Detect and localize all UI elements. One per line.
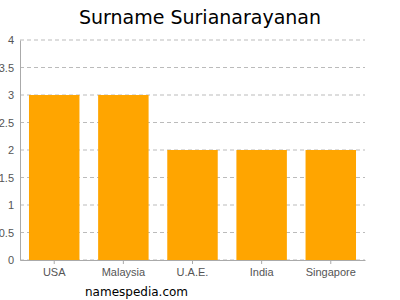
chart: 0 0.5 1 1.5 2 2.5 3 3.5 4 USA Malaysia U.A.E. India S… (0, 0, 400, 300)
bars (29, 95, 356, 260)
y-tick: 4 (8, 34, 20, 46)
x-tick: Malaysia (102, 260, 146, 278)
y-tick: 2.5 (0, 117, 20, 129)
y-tick-label: 4 (8, 34, 14, 46)
y-tick-label: 1 (8, 199, 14, 211)
y-axis-line (20, 41, 21, 261)
x-tick-mark (123, 260, 124, 264)
x-tick-label: India (250, 266, 275, 278)
x-axis: USA Malaysia U.A.E. India Singapore (21, 260, 366, 278)
x-tick-mark (54, 260, 55, 264)
x-tick-mark (261, 260, 262, 264)
plot: 0 0.5 1 1.5 2 2.5 3 3.5 4 USA Malaysia U.A.E. India S… (0, 34, 366, 278)
y-tick-label: 1.5 (0, 172, 14, 184)
x-tick: U.A.E. (177, 260, 209, 278)
x-tick: India (250, 260, 275, 278)
x-tick-label: Malaysia (102, 266, 146, 278)
x-tick-mark (192, 260, 193, 264)
bar (306, 150, 356, 260)
x-tick: Singapore (306, 260, 356, 278)
y-axis: 0 0.5 1 1.5 2 2.5 3 3.5 4 (0, 34, 21, 266)
y-tick-label: 2.5 (0, 117, 14, 129)
title: Surname Surianarayanan (79, 6, 321, 28)
y-tick: 3.5 (0, 62, 20, 74)
y-tick-label: 3 (8, 89, 14, 101)
bar (98, 95, 148, 260)
y-tick: 0 (8, 254, 20, 266)
x-tick-label: Singapore (306, 266, 356, 278)
x-tick-mark (330, 260, 331, 264)
grid-line (20, 67, 365, 68)
y-tick-label: 3.5 (0, 62, 14, 74)
bar (167, 150, 217, 260)
y-tick-label: 0.5 (0, 227, 14, 239)
annotation: namespedia.com (85, 285, 188, 299)
y-tick-label: 0 (8, 254, 14, 266)
grid (20, 40, 365, 260)
y-tick-label: 2 (8, 144, 14, 156)
y-tick: 0.5 (0, 227, 20, 239)
bar (29, 95, 79, 260)
x-tick: USA (43, 260, 66, 278)
y-tick: 1 (8, 199, 20, 211)
x-tick-label: USA (43, 266, 66, 278)
x-tick-label: U.A.E. (177, 266, 209, 278)
bar (236, 150, 286, 260)
y-tick: 1.5 (0, 172, 20, 184)
y-tick: 3 (8, 89, 20, 101)
grid-line (20, 40, 365, 41)
y-tick: 2 (8, 144, 20, 156)
